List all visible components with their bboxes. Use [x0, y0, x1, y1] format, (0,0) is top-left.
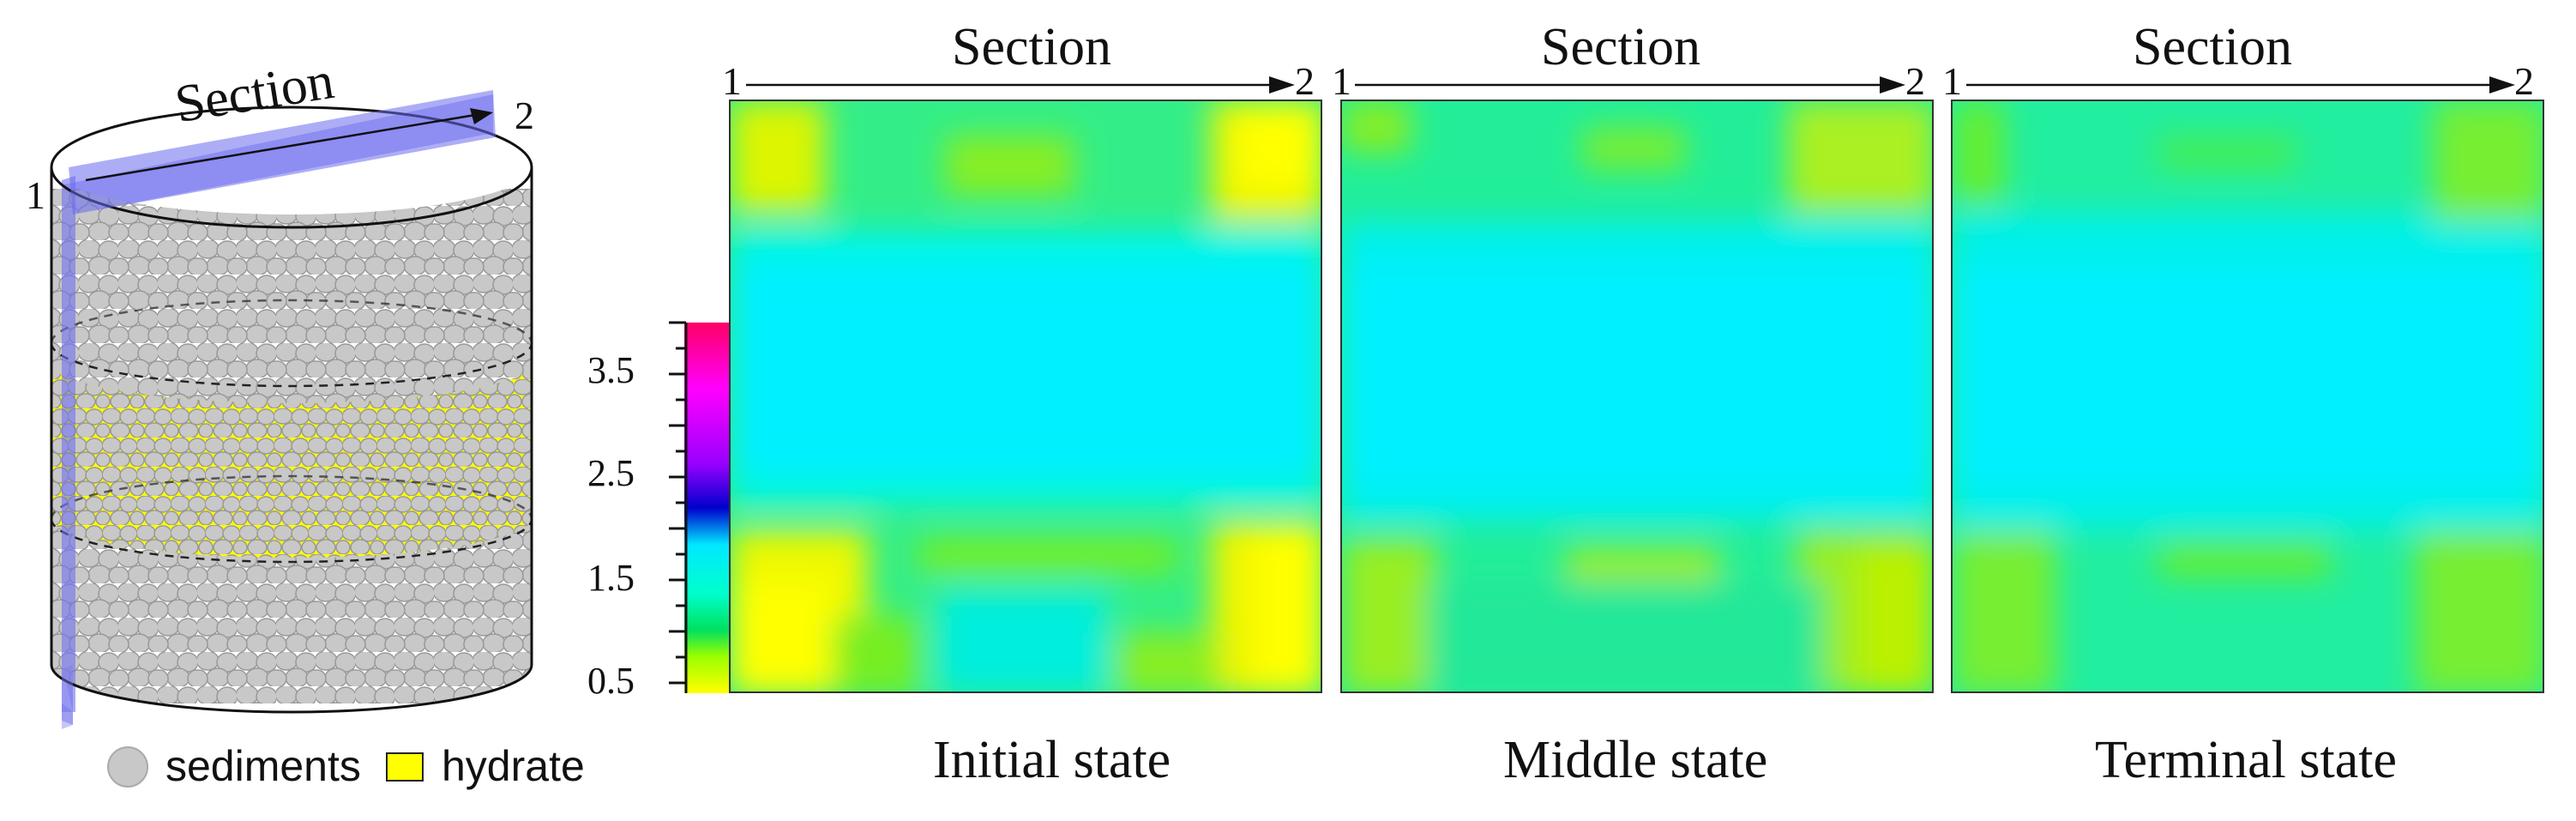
panel-initial-start: 1 — [722, 59, 742, 103]
heatmap-terminal — [1951, 100, 2544, 693]
panel-terminal-end: 2 — [2514, 59, 2534, 103]
cylinder-point-1: 1 — [26, 173, 45, 217]
panel-middle-end: 2 — [1905, 59, 1925, 103]
colorbar-tick-0-5: 0.5 — [587, 660, 635, 702]
cylinder-schematic: Section 1 2 sediments hydrate — [0, 0, 600, 817]
panel-middle-arrow — [1355, 76, 1905, 94]
panel-initial-arrow — [746, 76, 1295, 94]
section-arrowhead — [470, 108, 493, 124]
sediments-label: sediments — [166, 742, 361, 790]
colorbar-tick-1-5: 1.5 — [587, 557, 635, 599]
cylinder-point-2: 2 — [515, 94, 534, 137]
panel-initial-label: Initial state — [933, 731, 1171, 789]
colorbar — [684, 323, 729, 693]
heatmap-middle — [1340, 100, 1934, 693]
panel-terminal-arrow — [1966, 76, 2515, 94]
panel-middle-label: Middle state — [1503, 731, 1768, 789]
panel-terminal-title: Section — [2133, 18, 2292, 76]
hydrate-label: hydrate — [442, 742, 585, 790]
colorbar-tick-3-5: 3.5 — [587, 349, 635, 391]
legend: sediments hydrate — [107, 742, 622, 794]
hydrate-swatch — [386, 752, 424, 782]
heatmap-initial — [729, 100, 1322, 693]
colorbar-tick-2-5: 2.5 — [587, 452, 635, 494]
cylinder-drawing — [50, 90, 533, 729]
panel-middle-start: 1 — [1332, 59, 1351, 103]
section-arrow — [85, 112, 481, 182]
panel-terminal-label: Terminal state — [2095, 731, 2398, 789]
panel-terminal-start: 1 — [1942, 59, 1962, 103]
panel-initial-title: Section — [952, 18, 1111, 76]
panel-middle-title: Section — [1541, 18, 1700, 76]
panel-initial-end: 2 — [1295, 59, 1315, 103]
colorbar-ticks — [669, 321, 688, 693]
sediments-swatch — [107, 746, 148, 788]
